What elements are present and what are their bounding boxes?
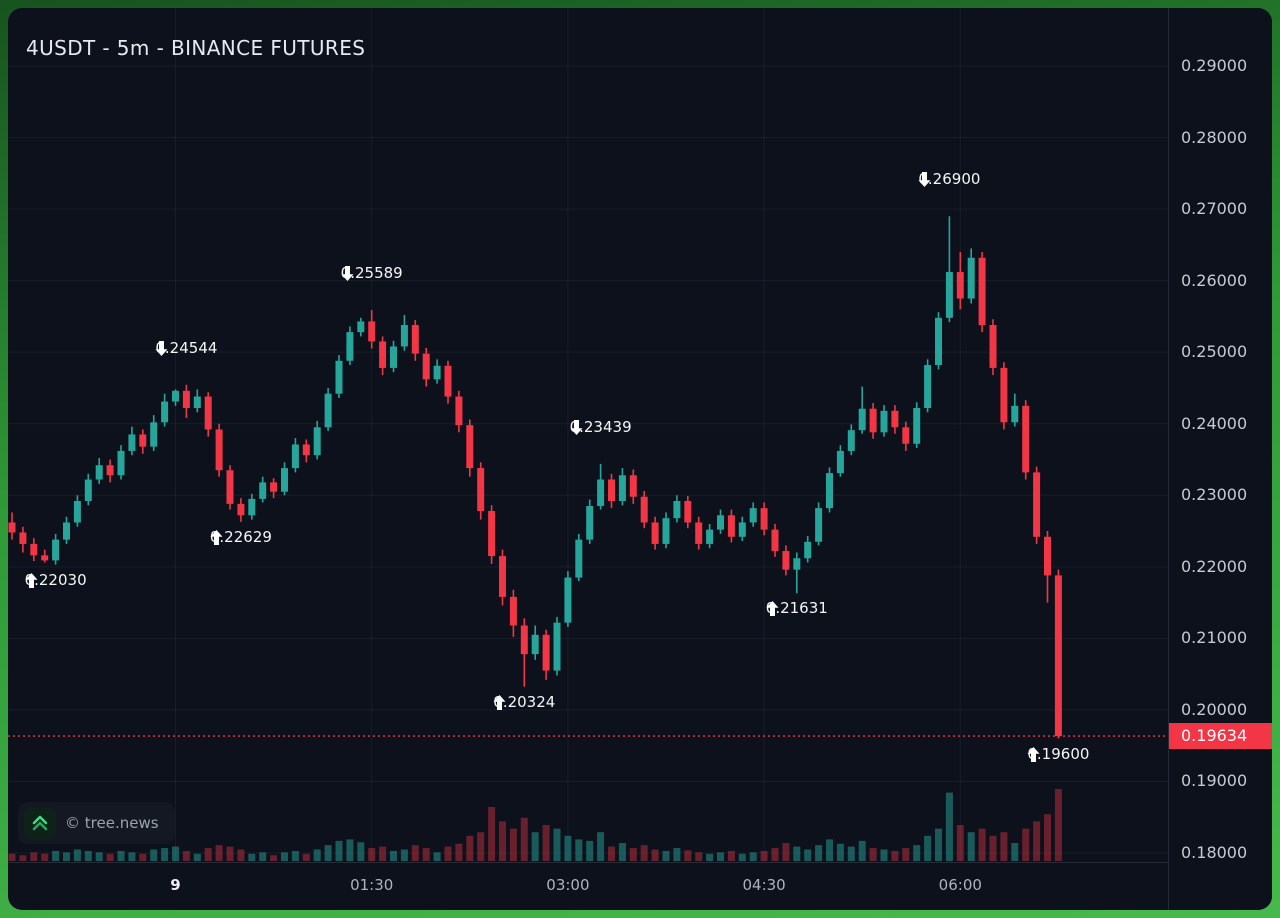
price-scale-label: 0.23000	[1181, 485, 1248, 505]
price-scale-label: 0.27000	[1181, 199, 1248, 219]
chart-frame: 4USDT - 5m - BINANCE FUTURES 0.22030 0.24…	[8, 8, 1272, 910]
price-scale-label: 0.29000	[1181, 56, 1248, 75]
time-axis-label: 9	[170, 876, 181, 894]
time-axis-label: 06:00	[938, 876, 982, 894]
price-scale-label: 0.18000	[1181, 843, 1248, 862]
price-scale-label: 0.28000	[1181, 127, 1248, 147]
time-axis-label: 04:30	[742, 876, 786, 894]
price-scale-label: 0.25000	[1181, 342, 1248, 362]
price-scale-label: 0.19000	[1181, 771, 1248, 791]
price-scale-label: 0.21000	[1181, 628, 1248, 648]
time-axis-label: 03:00	[546, 876, 590, 894]
chart-title: 4USDT - 5m - BINANCE FUTURES	[26, 36, 366, 60]
price-scale-label: 0.20000	[1181, 699, 1248, 719]
last-price-badge: 0.19634	[1169, 723, 1272, 750]
time-axis[interactable]: 9 01:30 03:00 04:30 06:00	[8, 862, 1272, 910]
watermark[interactable]: © tree.news	[18, 802, 175, 844]
candles	[8, 216, 1062, 739]
chart-canvas[interactable]: 0.22030 0.24544 0.22629 0.25589 0.20324 0.234…	[8, 8, 1168, 862]
price-scale[interactable]: 0.29000 0.28000 0.27000 0.26000 0.25000 0.240…	[1168, 8, 1272, 910]
double-chevron-up-icon	[24, 807, 56, 839]
price-scale-label: 0.24000	[1181, 413, 1248, 433]
price-scale-label: 0.26000	[1181, 270, 1248, 290]
time-axis-label: 01:30	[350, 876, 394, 894]
volume-bars	[8, 789, 1062, 861]
grid-lines	[8, 8, 1168, 862]
price-scale-label: 0.22000	[1181, 556, 1248, 576]
chart-svg	[8, 8, 1168, 862]
watermark-label: © tree.news	[65, 814, 159, 832]
